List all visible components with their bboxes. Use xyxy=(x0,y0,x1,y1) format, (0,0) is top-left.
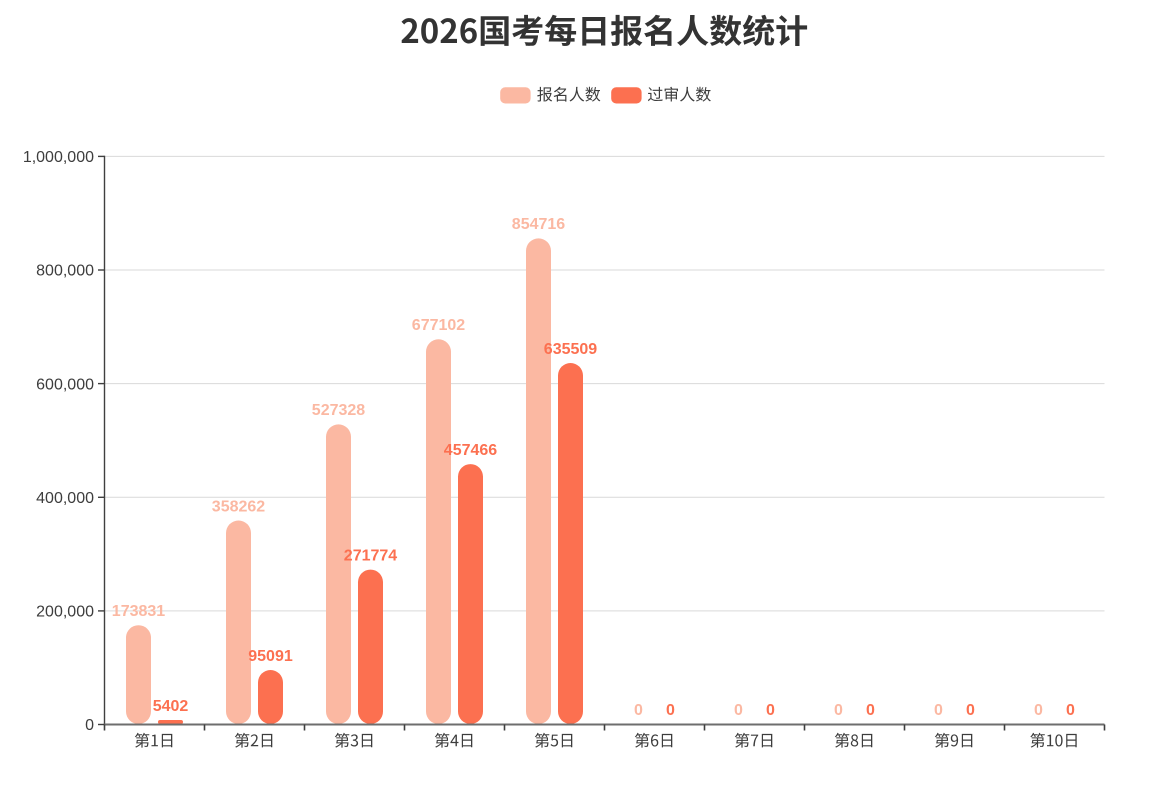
svg-text:0: 0 xyxy=(1066,702,1075,719)
svg-text:200,000: 200,000 xyxy=(36,604,94,621)
svg-text:457466: 457466 xyxy=(444,442,497,459)
svg-text:0: 0 xyxy=(634,702,643,719)
svg-text:800,000: 800,000 xyxy=(36,263,94,280)
svg-text:0: 0 xyxy=(734,702,743,719)
svg-text:854716: 854716 xyxy=(512,216,565,233)
svg-text:0: 0 xyxy=(966,702,975,719)
svg-text:400,000: 400,000 xyxy=(36,490,94,507)
svg-text:600,000: 600,000 xyxy=(36,376,94,393)
svg-text:0: 0 xyxy=(834,702,843,719)
svg-text:358262: 358262 xyxy=(212,498,265,515)
svg-text:0: 0 xyxy=(85,717,94,734)
svg-text:677102: 677102 xyxy=(412,317,465,334)
svg-text:527328: 527328 xyxy=(312,402,365,419)
svg-text:0: 0 xyxy=(866,702,875,719)
svg-text:173831: 173831 xyxy=(112,603,165,620)
svg-text:0: 0 xyxy=(666,702,675,719)
svg-text:95091: 95091 xyxy=(248,648,293,665)
svg-text:271774: 271774 xyxy=(344,547,397,564)
svg-text:0: 0 xyxy=(766,702,775,719)
svg-text:1,000,000: 1,000,000 xyxy=(23,149,94,166)
svg-text:0: 0 xyxy=(1034,702,1043,719)
svg-text:635509: 635509 xyxy=(544,341,597,358)
svg-text:0: 0 xyxy=(934,702,943,719)
svg-text:5402: 5402 xyxy=(153,698,189,715)
